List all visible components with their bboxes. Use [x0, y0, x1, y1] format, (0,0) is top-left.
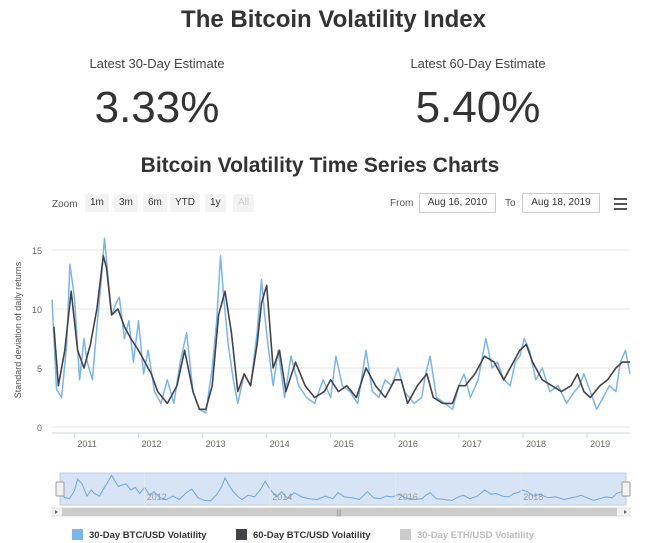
x-tick-label-2012: 2012: [142, 439, 162, 449]
legend-label-60-day-btc: 60-Day BTC/USD Volatility: [253, 530, 371, 541]
chart-gridlines: [52, 249, 630, 434]
navigator-tick-label-2018: 2018: [523, 492, 543, 502]
zoom-all-button[interactable]: All: [233, 194, 255, 212]
estimate-30-day: Latest 30-Day Estimate 3.33%: [37, 56, 277, 133]
x-tick-label-2015: 2015: [334, 439, 354, 449]
hamburger-menu-icon[interactable]: [614, 198, 627, 213]
estimate-60-day-value: 5.40%: [415, 83, 541, 132]
navigator-left-handle: [55, 481, 65, 497]
to-date-input[interactable]: Aug 18, 2019: [522, 193, 600, 213]
scrollbar-grip-icon: |||: [336, 510, 342, 517]
estimate-30-day-label: Latest 30-Day Estimate: [89, 56, 225, 71]
estimate-60-day-label: Latest 60-Day Estimate: [410, 56, 546, 71]
navigator-tick-label-2012: 2012: [147, 492, 167, 502]
navigator-tick-label-2014: 2014: [272, 492, 292, 502]
scroll-right-arrow-icon: [624, 510, 627, 514]
x-tick-label-2017: 2017: [462, 439, 482, 449]
legend-item-30-day-btc[interactable]: 30-Day BTC/USD Volatility: [72, 529, 207, 541]
x-tick-label-2018: 2018: [526, 439, 546, 449]
x-tick-label-2013: 2013: [206, 439, 226, 449]
navigator-right-handle: [621, 481, 631, 497]
zoom-3m-button[interactable]: 3m: [114, 194, 138, 212]
y-axis-title: Standard deviation of daily returns: [13, 261, 23, 398]
legend-swatch-30-day-eth: [400, 529, 411, 540]
navigator[interactable]: 2012 2014 2016 2018 |||: [51, 472, 631, 517]
x-tick-label-2011: 2011: [77, 439, 96, 449]
legend-item-60-day-btc[interactable]: 60-Day BTC/USD Volatility: [236, 529, 371, 541]
zoom-ytd-button[interactable]: YTD: [170, 194, 200, 212]
estimate-60-day: Latest 60-Day Estimate 5.40%: [358, 56, 598, 133]
page-title: The Bitcoin Volatility Index: [181, 6, 486, 33]
legend-swatch-30-day-btc: [72, 529, 83, 540]
y-tick-label-0: 0: [37, 423, 42, 433]
x-tick-labels: 2011 2012 2013 2014 2015 2016 2017 2018 2019: [73, 433, 610, 449]
legend-swatch-60-day-btc: [236, 529, 247, 540]
x-tick-label-2014: 2014: [270, 439, 290, 449]
y-tick-label-15: 15: [32, 246, 42, 256]
zoom-6m-button[interactable]: 6m: [143, 194, 167, 212]
navigator-range: [59, 472, 627, 506]
y-tick-labels: 0 5 10 15: [32, 246, 42, 433]
navigator-tick-label-2016: 2016: [398, 492, 418, 502]
series-lines: [51, 237, 631, 414]
from-date-input[interactable]: Aug 16, 2010: [419, 193, 496, 213]
zoom-label: Zoom: [52, 199, 78, 210]
estimate-30-day-value: 3.33%: [94, 83, 220, 132]
legend-item-30-day-eth[interactable]: 30-Day ETH/USD Volatility: [400, 529, 534, 541]
navigator-series-line: [59, 474, 627, 502]
zoom-1y-button[interactable]: 1y: [205, 194, 226, 212]
section-title: Bitcoin Volatility Time Series Charts: [140, 154, 500, 177]
legend-label-30-day-eth: 30-Day ETH/USD Volatility: [417, 530, 535, 541]
navigator-scrollbar-thumb: [62, 508, 617, 516]
scroll-left-arrow-icon: [55, 510, 58, 514]
y-tick-label-10: 10: [32, 305, 42, 315]
from-label: From: [390, 198, 414, 209]
x-tick-label-2019: 2019: [590, 439, 610, 449]
y-tick-label-5: 5: [37, 364, 42, 374]
legend-label-30-day-btc: 30-Day BTC/USD Volatility: [89, 530, 207, 541]
zoom-1m-button[interactable]: 1m: [85, 194, 109, 212]
to-label: To: [505, 198, 516, 209]
series-30-day-btc-line: [51, 237, 631, 414]
x-tick-label-2016: 2016: [398, 439, 418, 449]
series-60-day-btc-line: [53, 255, 630, 411]
